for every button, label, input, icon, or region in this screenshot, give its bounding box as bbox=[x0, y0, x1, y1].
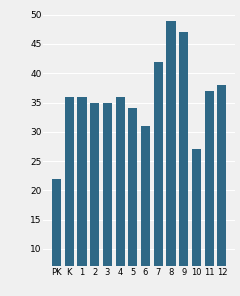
Bar bbox=[65, 97, 74, 296]
Bar bbox=[103, 102, 112, 296]
Bar bbox=[141, 126, 150, 296]
Bar bbox=[179, 32, 188, 296]
Bar bbox=[115, 97, 125, 296]
Bar bbox=[192, 149, 201, 296]
Bar bbox=[154, 62, 163, 296]
Bar bbox=[166, 21, 176, 296]
Bar bbox=[90, 102, 99, 296]
Bar bbox=[128, 108, 138, 296]
Bar bbox=[204, 91, 214, 296]
Bar bbox=[77, 97, 87, 296]
Bar bbox=[217, 85, 227, 296]
Bar bbox=[52, 178, 61, 296]
